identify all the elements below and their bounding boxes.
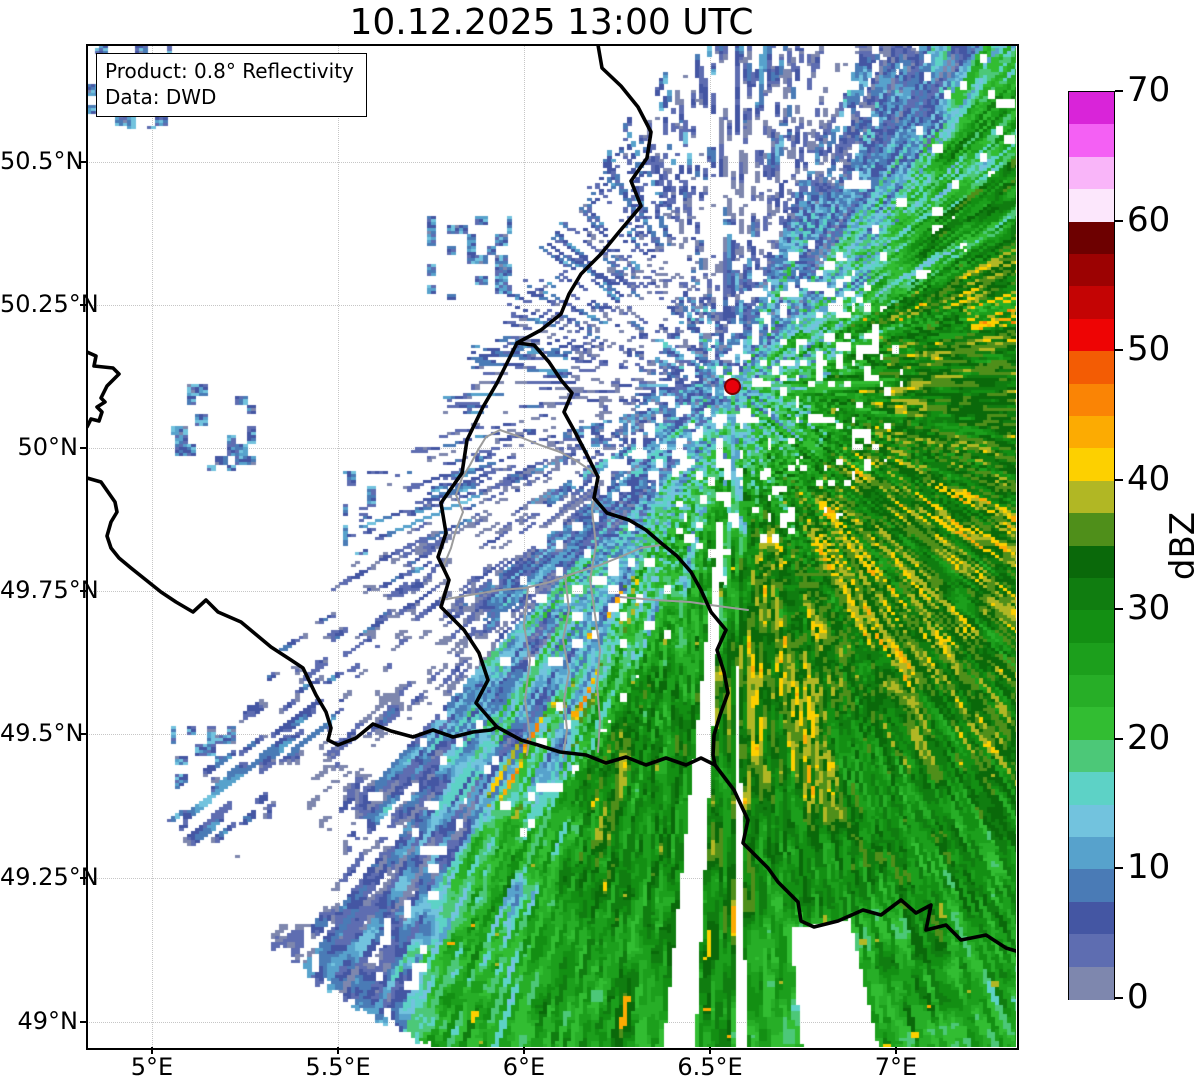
- x-axis-tick-label: 7°E: [874, 1053, 918, 1081]
- colorbar-tick-label: 70: [1127, 70, 1171, 111]
- colorbar-tick-label: 50: [1127, 329, 1171, 370]
- colorbar-tick-mark: [1115, 867, 1123, 870]
- x-axis-tick-label: 6.5°E: [677, 1053, 743, 1081]
- colorbar-tick-label: 40: [1127, 458, 1171, 499]
- y-axis-tick-mark: [80, 590, 87, 592]
- colorbar-tick-label: 60: [1127, 199, 1171, 240]
- colorbar-tick-mark: [1115, 219, 1123, 222]
- colorbar-segment: [1069, 707, 1114, 741]
- colorbar-segment: [1069, 610, 1114, 644]
- district-border: [562, 574, 570, 758]
- colorbar-segment: [1069, 448, 1114, 482]
- country-border: [713, 763, 1016, 953]
- district-border: [523, 587, 531, 756]
- colorbar-segment: [1069, 286, 1114, 320]
- colorbar-segment: [1069, 837, 1114, 871]
- country-borders-overlay: [87, 45, 1016, 953]
- district-border: [440, 429, 561, 601]
- district-border: [559, 451, 599, 478]
- map-plot-area: Product: 0.8° Reflectivity Data: DWD: [87, 45, 1016, 1047]
- colorbar-segment: [1069, 415, 1114, 449]
- y-axis-tick-label: 50°N: [17, 432, 79, 461]
- colorbar-segment: [1069, 869, 1114, 903]
- colorbar-axis-label: dBZ: [1163, 511, 1202, 581]
- y-axis-tick-label: 49.25°N: [0, 862, 99, 891]
- colorbar-segment: [1069, 804, 1114, 838]
- colorbar-tick-mark: [1115, 737, 1123, 740]
- y-axis-tick-mark: [80, 1021, 87, 1023]
- colorbar: [1068, 91, 1115, 1000]
- colorbar-segment: [1069, 351, 1114, 385]
- colorbar-segment: [1069, 901, 1114, 935]
- district-border: [440, 544, 661, 601]
- colorbar-tick-label: 0: [1127, 977, 1149, 1018]
- colorbar-segment: [1069, 383, 1114, 417]
- colorbar-segment: [1069, 545, 1114, 579]
- colorbar-tick-label: 10: [1127, 847, 1171, 888]
- colorbar-segment: [1069, 675, 1114, 709]
- colorbar-segment: [1069, 124, 1114, 158]
- x-axis-tick-mark: [709, 1047, 711, 1054]
- country-border: [87, 350, 121, 429]
- colorbar-tick-label: 20: [1127, 718, 1171, 759]
- colorbar-segment: [1069, 642, 1114, 676]
- product-annotation-box: Product: 0.8° Reflectivity Data: DWD: [96, 53, 367, 117]
- y-axis-tick-mark: [80, 304, 87, 306]
- radar-site-marker: [724, 378, 741, 395]
- y-axis-tick-mark: [80, 733, 87, 735]
- annotation-data-line: Data: DWD: [105, 85, 217, 109]
- colorbar-segment: [1069, 189, 1114, 223]
- colorbar-tick-mark: [1115, 349, 1123, 352]
- colorbar-segment: [1069, 253, 1114, 287]
- country-border: [87, 476, 499, 747]
- x-axis-tick-label: 5°E: [130, 1053, 174, 1081]
- annotation-product-line: Product: 0.8° Reflectivity: [105, 59, 354, 83]
- colorbar-segment: [1069, 934, 1114, 968]
- colorbar-segment: [1069, 772, 1114, 806]
- country-border: [515, 341, 730, 767]
- y-axis-tick-label: 49.5°N: [0, 718, 84, 747]
- colorbar-segment: [1069, 156, 1114, 190]
- colorbar-segment: [1069, 92, 1114, 125]
- y-axis-tick-label: 50.25°N: [0, 289, 99, 318]
- colorbar-tick-mark: [1115, 90, 1123, 92]
- colorbar-tick-mark: [1115, 478, 1123, 481]
- colorbar-segment: [1069, 318, 1114, 352]
- district-border: [619, 596, 749, 611]
- x-axis-tick-label: 6°E: [502, 1053, 546, 1081]
- y-axis-tick-mark: [80, 877, 87, 879]
- colorbar-segment: [1069, 513, 1114, 547]
- colorbar-segment: [1069, 577, 1114, 611]
- x-axis-tick-mark: [337, 1047, 339, 1054]
- figure-title: 10.12.2025 13:00 UTC: [349, 2, 754, 43]
- x-axis-tick-label: 5.5°E: [305, 1053, 371, 1081]
- colorbar-segment: [1069, 480, 1114, 514]
- district-border: [589, 476, 601, 753]
- colorbar-segment: [1069, 739, 1114, 773]
- x-axis-tick-mark: [151, 1047, 153, 1054]
- colorbar-segment: [1069, 966, 1114, 1000]
- country-border: [436, 45, 717, 767]
- colorbar-tick-label: 30: [1127, 588, 1171, 629]
- y-axis-tick-label: 49.75°N: [0, 575, 99, 604]
- colorbar-tick-mark: [1115, 608, 1123, 611]
- y-axis-tick-mark: [80, 161, 87, 163]
- y-axis-tick-label: 49°N: [17, 1006, 79, 1035]
- x-axis-tick-mark: [895, 1047, 897, 1054]
- y-axis-tick-label: 50.5°N: [0, 146, 84, 175]
- colorbar-tick-mark: [1115, 997, 1123, 999]
- x-axis-tick-mark: [523, 1047, 525, 1054]
- radar-reflectivity-raster: [87, 45, 1016, 1047]
- y-axis-tick-mark: [80, 447, 87, 449]
- colorbar-segment: [1069, 221, 1114, 255]
